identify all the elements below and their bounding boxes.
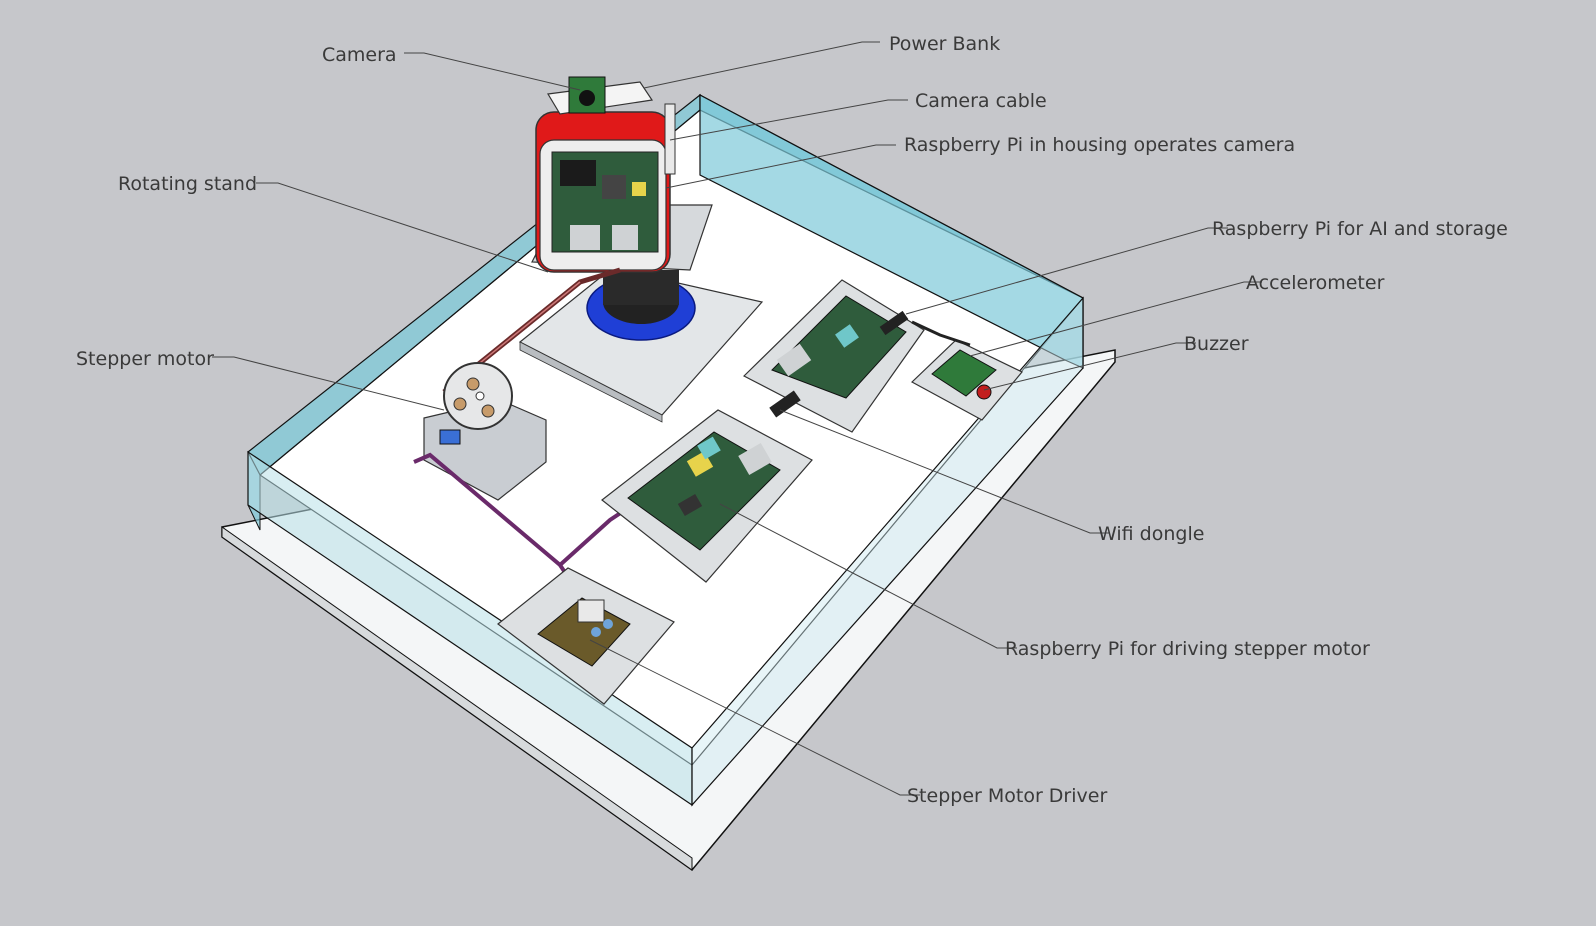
label-accelerometer: Accelerometer (1246, 272, 1385, 294)
buzzer (976, 384, 992, 400)
label-buzzer: Buzzer (1184, 333, 1249, 355)
label-rpi-ai: Raspberry Pi for AI and storage (1212, 218, 1508, 240)
label-camera-cable: Camera cable (915, 90, 1047, 112)
label-power-bank: Power Bank (889, 33, 1001, 55)
leader-lines (212, 41, 1262, 796)
label-camera: Camera (322, 44, 397, 66)
label-stepper-driver: Stepper Motor Driver (907, 785, 1108, 807)
wifi-dongle (769, 390, 801, 418)
label-rpi-camera: Raspberry Pi in housing operates camera (904, 134, 1296, 156)
label-stepper-motor: Stepper motor (76, 348, 214, 370)
label-wifi-dongle: Wifi dongle (1098, 523, 1205, 545)
label-rpi-stepper: Raspberry Pi for driving stepper motor (1005, 638, 1370, 660)
accelerometer-board (931, 349, 997, 397)
rpi-ai-board (771, 295, 907, 399)
rpi-camera-board (551, 151, 659, 253)
label-rotating-stand: Rotating stand (118, 173, 258, 195)
